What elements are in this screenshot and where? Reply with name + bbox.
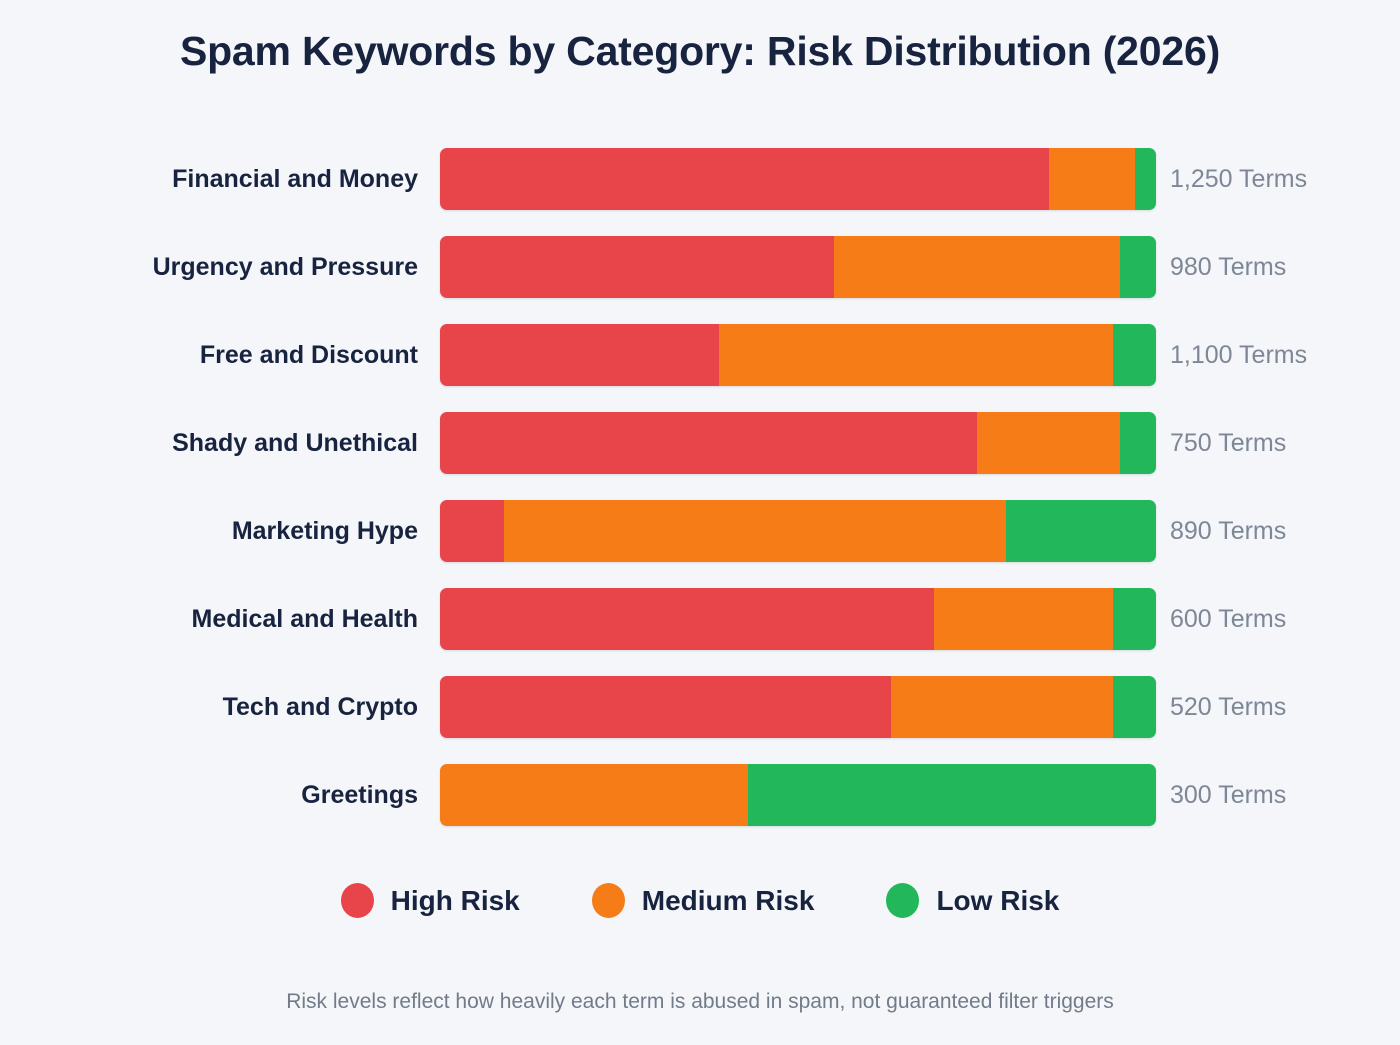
bar-value-label: 600 Terms — [1170, 604, 1287, 633]
bar-value-label: 1,250 Terms — [1170, 164, 1308, 193]
stacked-bar[interactable] — [440, 588, 1156, 650]
legend-label: Low Risk — [936, 884, 1060, 916]
bar-category-label: Medical and Health — [191, 604, 418, 633]
legend-swatch-circle-icon — [886, 883, 920, 918]
bar-segment-high-risk[interactable] — [440, 412, 977, 474]
bar-segment-high-risk[interactable] — [440, 236, 834, 298]
legend-label: High Risk — [390, 884, 520, 916]
bar-segment-low-risk[interactable] — [1120, 412, 1156, 474]
chart-bar-row: Greetings 300 Terms — [0, 764, 1400, 826]
bar-segment-high-risk[interactable] — [440, 500, 505, 562]
bar-category-label: Free and Discount — [199, 340, 418, 369]
bar-segment-medium-risk[interactable] — [934, 588, 1114, 650]
chart-bar-row: Financial and Money 1,250 Terms — [0, 148, 1400, 210]
bar-category-label: Shady and Unethical — [172, 428, 418, 457]
bar-segment-medium-risk[interactable] — [977, 412, 1121, 474]
stacked-bar[interactable] — [440, 500, 1156, 562]
legend-item-low-risk[interactable]: Low Risk — [886, 883, 1059, 918]
bar-segment-low-risk[interactable] — [1005, 500, 1156, 562]
chart-plot-area: Financial and Money 1,250 Terms Urgency an… — [0, 148, 1400, 852]
stacked-bar[interactable] — [440, 676, 1156, 738]
bar-segment-low-risk[interactable] — [1134, 148, 1156, 210]
legend-swatch-circle-icon — [340, 883, 374, 918]
bar-segment-low-risk[interactable] — [747, 764, 1156, 826]
bar-segment-low-risk[interactable] — [1120, 236, 1156, 298]
page-title: Spam Keywords by Category: Risk Distribu… — [179, 28, 1221, 74]
bar-segment-low-risk[interactable] — [1113, 676, 1156, 738]
bar-category-label: Greetings — [301, 780, 418, 809]
bar-segment-medium-risk[interactable] — [719, 324, 1114, 386]
bar-segment-high-risk[interactable] — [440, 324, 720, 386]
legend-label: Medium Risk — [641, 884, 815, 916]
bar-value-label: 300 Terms — [1170, 780, 1287, 809]
bar-segment-low-risk[interactable] — [1113, 324, 1156, 386]
bar-segment-high-risk[interactable] — [440, 676, 892, 738]
legend-item-medium-risk[interactable]: Medium Risk — [591, 883, 815, 918]
chart-bar-row: Urgency and Pressure 980 Terms — [0, 236, 1400, 298]
chart-bar-row: Medical and Health 600 Terms — [0, 588, 1400, 650]
bar-category-label: Financial and Money — [172, 164, 418, 193]
stacked-bar[interactable] — [440, 236, 1156, 298]
legend-item-high-risk[interactable]: High Risk — [340, 883, 520, 918]
bar-segment-high-risk[interactable] — [440, 148, 1049, 210]
bar-value-label: 890 Terms — [1170, 516, 1287, 545]
bar-segment-medium-risk[interactable] — [504, 500, 1006, 562]
bar-segment-high-risk[interactable] — [440, 588, 935, 650]
chart-legend: High Risk Medium Risk Low Risk — [0, 883, 1400, 918]
chart-bar-row: Marketing Hype 890 Terms — [0, 500, 1400, 562]
bar-value-label: 1,100 Terms — [1170, 340, 1308, 369]
bar-value-label: 980 Terms — [1170, 252, 1287, 281]
bar-value-label: 520 Terms — [1170, 692, 1287, 721]
bar-value-label: 750 Terms — [1170, 428, 1287, 457]
chart-bar-row: Shady and Unethical 750 Terms — [0, 412, 1400, 474]
bar-segment-medium-risk[interactable] — [833, 236, 1121, 298]
bar-segment-medium-risk[interactable] — [1048, 148, 1135, 210]
bar-category-label: Urgency and Pressure — [152, 252, 418, 281]
bar-segment-medium-risk[interactable] — [891, 676, 1114, 738]
bar-category-label: Marketing Hype — [231, 516, 418, 545]
stacked-bar[interactable] — [440, 764, 1156, 826]
chart-bar-row: Free and Discount 1,100 Terms — [0, 324, 1400, 386]
stacked-bar[interactable] — [440, 148, 1156, 210]
bar-segment-medium-risk[interactable] — [440, 764, 748, 826]
legend-swatch-circle-icon — [591, 883, 625, 918]
stacked-bar[interactable] — [440, 324, 1156, 386]
chart-footnote: Risk levels reflect how heavily each ter… — [286, 990, 1114, 1013]
bar-category-label: Tech and Crypto — [222, 692, 418, 721]
stacked-bar[interactable] — [440, 412, 1156, 474]
bar-segment-low-risk[interactable] — [1113, 588, 1156, 650]
chart-bar-row: Tech and Crypto 520 Terms — [0, 676, 1400, 738]
